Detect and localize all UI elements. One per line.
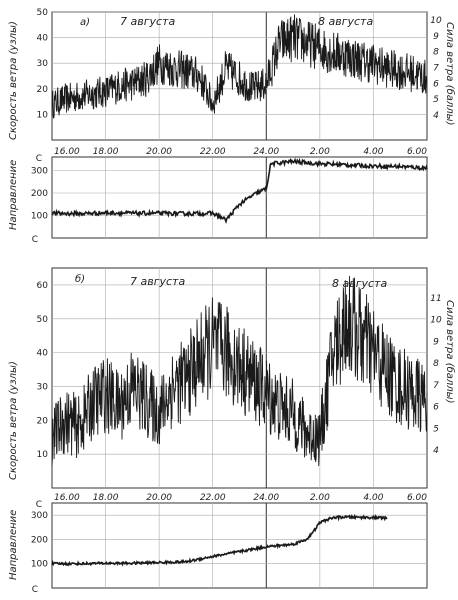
beaufort-tick-label: 7: [433, 64, 439, 74]
x-tick-label: 16.00: [54, 147, 80, 157]
north-label-bottom: С: [32, 585, 38, 595]
y-tick-label: 200: [31, 189, 48, 199]
beaufort-tick-label: 9: [433, 337, 439, 347]
y-axis-label: Скорость ветра (узлы): [8, 21, 19, 140]
beaufort-tick-label: 11: [430, 294, 441, 304]
x-tick-label: 2.00: [310, 147, 330, 157]
beaufort-tick-label: 9: [433, 32, 439, 42]
x-tick-label: 20.00: [146, 493, 172, 503]
beaufort-tick-label: 6: [433, 403, 439, 413]
day-label-1: 7 августа: [120, 15, 175, 28]
plot-frame-1: [51, 156, 428, 239]
speed-series-line: [51, 14, 428, 119]
beaufort-tick-label: 10: [430, 316, 442, 326]
day-label-1: 7 августа: [130, 275, 185, 288]
direction-series-line: [51, 513, 388, 567]
y-tick-label: 200: [31, 535, 48, 545]
direction-series-line: [51, 157, 428, 225]
panel-label: а): [80, 17, 90, 28]
x-tick-label: 6.00: [407, 147, 427, 157]
beaufort-tick-label: 6: [433, 79, 439, 89]
beaufort-tick-label: 5: [433, 95, 439, 105]
x-tick-label: 18.00: [93, 147, 119, 157]
y-tick-label: 100: [31, 560, 48, 570]
beaufort-tick-label: 4: [433, 111, 439, 121]
x-tick-label: 20.00: [146, 147, 172, 157]
day-label-2: 8 августа: [332, 277, 387, 290]
x-tick-label: 18.00: [93, 493, 119, 503]
plot-frame-2: [51, 267, 428, 489]
beaufort-tick-label: 8: [433, 48, 439, 58]
y-axis-label: Скорость ветра (узлы): [8, 361, 19, 480]
y-tick-label: 40: [37, 349, 49, 359]
y-tick-label: 30: [37, 59, 49, 69]
y-tick-label: 10: [37, 450, 49, 460]
x-tick-label: 4.00: [363, 493, 383, 503]
y-tick-label: 300: [31, 167, 48, 177]
y-tick-label: 50: [37, 315, 49, 325]
x-tick-label: 22.00: [200, 493, 226, 503]
y-axis-label-right: Сила ветра (баллы): [444, 22, 456, 125]
y-axis-label: Направление: [8, 510, 19, 580]
day-label-2: 8 августа: [318, 15, 373, 28]
beaufort-tick-label: 7: [433, 381, 439, 391]
x-tick-label: 24.00: [253, 147, 279, 157]
y-axis-label: Направление: [8, 160, 19, 230]
y-axis-label-right: Сила ветра (баллы): [444, 300, 456, 403]
north-label-top: С: [36, 154, 42, 164]
x-tick-label: 4.00: [363, 147, 383, 157]
beaufort-tick-label: 10: [430, 16, 442, 26]
x-tick-label: 2.00: [310, 493, 330, 503]
y-tick-label: 10: [37, 110, 49, 120]
x-tick-label: 24.00: [253, 493, 279, 503]
north-label-bottom: С: [32, 235, 38, 245]
x-tick-label: 16.00: [54, 493, 80, 503]
y-tick-label: 20: [37, 85, 49, 95]
y-tick-label: 100: [31, 212, 48, 222]
y-tick-label: 40: [37, 34, 49, 44]
beaufort-tick-label: 8: [433, 359, 439, 369]
y-tick-label: 30: [37, 382, 49, 392]
plot-frame-3: [51, 502, 428, 589]
y-tick-label: 20: [37, 416, 49, 426]
beaufort-tick-label: 5: [433, 424, 439, 434]
y-tick-label: 60: [37, 281, 49, 291]
y-tick-label: 300: [31, 511, 48, 521]
speed-series-line: [51, 275, 428, 467]
x-tick-label: 22.00: [200, 147, 226, 157]
y-tick-label: 50: [37, 8, 49, 18]
north-label-top: С: [36, 500, 42, 510]
x-tick-label: 6.00: [407, 493, 427, 503]
panel-label: б): [75, 273, 85, 285]
beaufort-tick-label: 4: [433, 446, 439, 456]
